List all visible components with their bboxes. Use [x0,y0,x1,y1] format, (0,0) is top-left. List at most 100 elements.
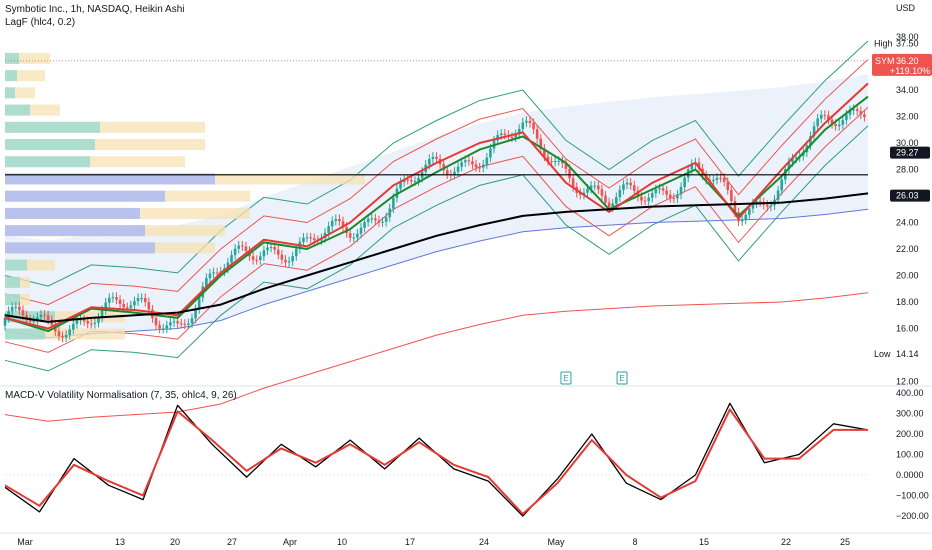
candle-body [827,115,830,120]
volume-profile-bar [5,121,100,133]
earnings-marker[interactable] [560,371,572,385]
candle-body [787,162,791,170]
candle-body [230,255,233,263]
candle-body [140,298,143,300]
candle-body [489,148,492,158]
candle-body [780,179,783,191]
candle-body [600,189,604,196]
candle-body [845,114,848,121]
upper-teal-band [4,40,869,287]
candle-body [237,245,241,249]
candle-body [176,321,179,324]
candle-body [276,249,280,255]
signal-line [4,408,868,515]
candle-body [348,233,352,238]
candle-body [208,273,212,279]
low-value: 14.14 [896,349,919,359]
candle-body [82,319,86,322]
y-tick-label: 32.00 [896,112,919,122]
volume-profile-bar [5,276,20,288]
candle-body [809,136,812,146]
candle-body [384,217,388,222]
candle-body [104,302,107,311]
candle-body [730,190,733,202]
candle-body [597,185,600,190]
candle-body [582,192,586,195]
candle-body [215,272,219,274]
candle-body [46,315,50,320]
volume-profile-bar [5,52,50,64]
candle-body [863,114,866,117]
candle-body [654,189,658,194]
candle-body [647,197,650,201]
candle-body [442,164,445,171]
candle-body [690,163,694,170]
volume-profile-bar [5,311,125,323]
candle-body [568,168,571,179]
candle-body [259,256,262,261]
candle-body [625,182,629,185]
candle-body [791,158,794,163]
earnings-marker[interactable] [616,371,628,385]
candle-body [39,314,43,318]
candle-body [269,247,273,249]
candle-body [607,202,611,208]
high-value: 37.50 [896,39,919,49]
candle-body [255,259,259,261]
candle-body [740,219,744,222]
candle-body [3,317,7,326]
x-tick-label: Apr [283,537,297,547]
candle-body [129,305,133,308]
y-tick-label: 18.00 [896,297,919,307]
candle-body [668,194,672,198]
macd-y-tick-label: 200.00 [896,429,924,439]
last-price-badge[interactable] [872,53,932,76]
candle-body [291,256,294,262]
candle-body [435,156,438,159]
chart-title: Symbotic Inc., 1h, NASDAQ, Heikin Ashi [5,4,185,15]
candle-body [143,298,147,303]
candle-body [672,198,676,200]
candle-body [550,160,553,162]
candle-body [830,119,834,125]
candle-body [514,134,517,138]
volume-profile-bar [5,156,185,168]
candle-body [543,148,546,157]
candle-body [834,124,837,127]
candle-body [21,310,25,316]
earnings-marker-label: E [563,374,568,383]
candle-body [370,218,374,220]
candle-body [115,297,118,300]
volume-profile-bar [5,70,45,82]
candle-body [302,237,305,242]
volume-profile-bar [5,139,95,151]
candle-body [273,247,276,250]
y-tick-label: 20.00 [896,271,919,281]
candle-body [374,218,377,221]
volume-profile-bar [5,121,205,133]
candle-body [172,321,176,323]
y-axis: 38.0036.0034.0032.0030.0028.0024.0022.00… [872,3,932,521]
candle-body [712,179,715,182]
x-tick-label: May [547,537,565,547]
y-tick-label: 34.00 [896,85,919,95]
candle-body [535,129,539,139]
candle-body [517,128,521,135]
x-tick-label: 8 [632,537,637,547]
x-tick-label: 13 [115,537,125,547]
candle-body [460,162,463,167]
candle-body [7,311,10,318]
macd-pane[interactable] [4,402,869,517]
volume-profile-bar [5,70,17,82]
candle-body [579,192,582,195]
level-value: 26.03 [896,191,919,201]
macd-y-tick-label: 400.00 [896,388,924,398]
candle-body [136,298,140,302]
candle-body [377,220,381,223]
candle-body [284,259,287,263]
candle-body [18,306,21,311]
candle-body [848,110,852,115]
candle-body [769,205,773,207]
